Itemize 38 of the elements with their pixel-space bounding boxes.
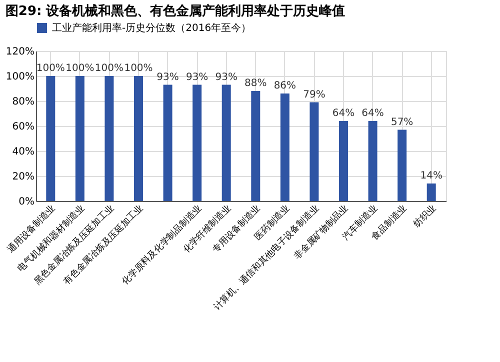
data-label: 100% — [94, 63, 124, 74]
y-tick-label: 40% — [12, 146, 34, 158]
chart-title: 图29: 设备机械和黑色、有色金属产能利用率处于历史峰值 — [5, 3, 346, 19]
data-label: 64% — [362, 108, 384, 119]
bar — [339, 121, 348, 201]
bar — [134, 76, 143, 201]
bar — [46, 76, 56, 201]
bar — [163, 84, 172, 201]
bar — [398, 130, 407, 201]
data-label: 100% — [124, 63, 153, 74]
data-label: 14% — [420, 170, 442, 182]
y-tick-label: 100% — [6, 72, 34, 82]
y-tick-label: 120% — [6, 46, 34, 58]
data-label: 100% — [66, 63, 94, 74]
bar — [280, 94, 290, 201]
data-label: 88% — [244, 78, 267, 89]
legend-label: 工业产能利用率-历史分位数（2016年至今） — [52, 22, 252, 34]
data-label: 100% — [36, 63, 65, 74]
bar — [192, 84, 202, 201]
bar — [75, 76, 84, 201]
data-label: 57% — [390, 116, 414, 128]
data-label: 93% — [156, 72, 179, 83]
data-label: 93% — [186, 72, 208, 83]
bar — [310, 102, 319, 201]
data-label: 79% — [303, 89, 326, 100]
data-label: 86% — [274, 80, 296, 92]
bar — [104, 76, 114, 201]
y-tick-label: 0% — [18, 196, 34, 208]
bar — [426, 184, 436, 201]
y-tick-label: 80% — [12, 96, 34, 108]
bar — [368, 121, 378, 201]
bar — [251, 91, 260, 201]
x-tick-label: 纺织业 — [412, 202, 438, 230]
bar — [222, 84, 231, 201]
y-tick-label: 20% — [12, 172, 34, 182]
data-label: 93% — [215, 72, 238, 83]
data-label: 64% — [332, 108, 355, 119]
y-tick-label: 60% — [12, 122, 34, 132]
